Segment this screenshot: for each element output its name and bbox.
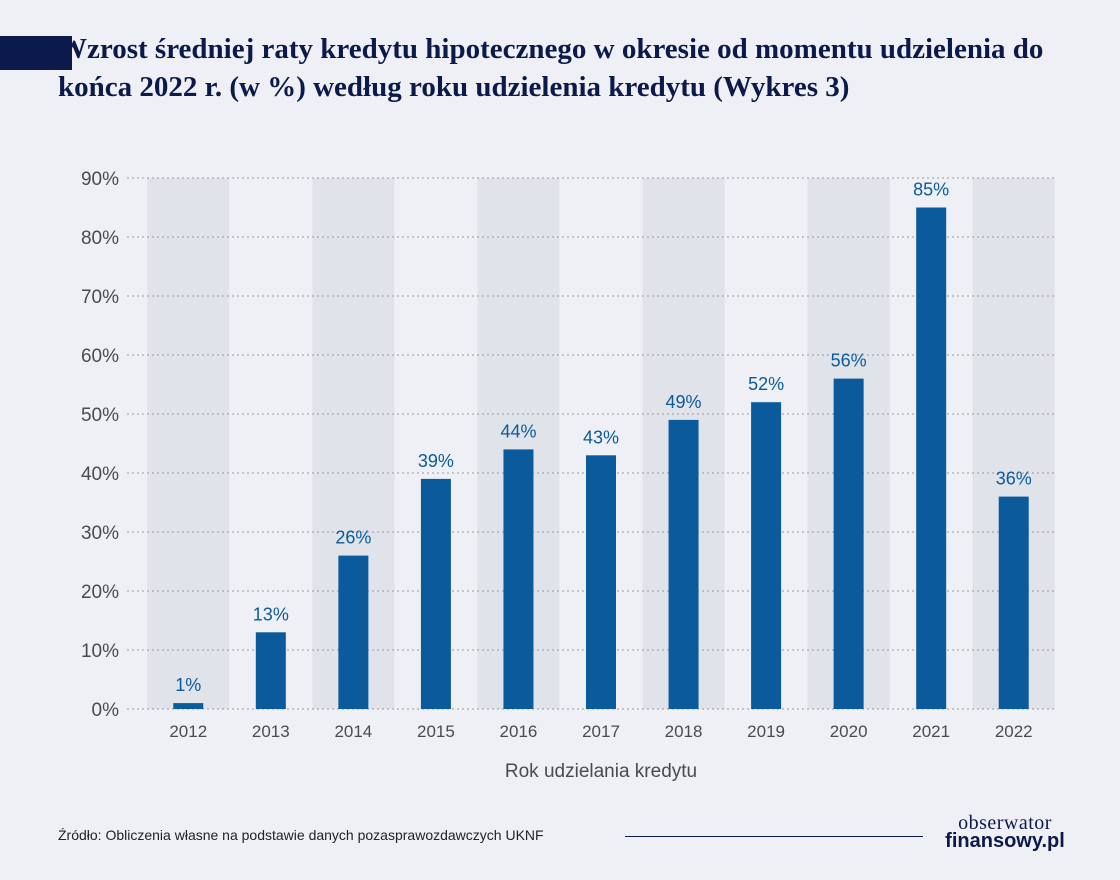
y-tick-label: 50% bbox=[81, 405, 119, 426]
logo-top-text: obserwator bbox=[958, 812, 1052, 834]
x-tick-label-2012: 2012 bbox=[169, 722, 207, 741]
x-tick-label-2022: 2022 bbox=[995, 722, 1033, 741]
x-tick-label-2021: 2021 bbox=[912, 722, 950, 741]
value-label-2017: 43% bbox=[583, 427, 619, 447]
value-label-2012: 1% bbox=[175, 675, 201, 695]
value-label-2018: 49% bbox=[666, 392, 702, 412]
y-tick-label: 70% bbox=[81, 287, 119, 308]
value-label-2020: 56% bbox=[831, 351, 867, 371]
y-tick-label: 80% bbox=[81, 228, 119, 249]
bar-2018 bbox=[668, 419, 699, 709]
bar-2013 bbox=[255, 632, 286, 709]
brand-logo: obserwator finansowy.pl bbox=[930, 812, 1080, 852]
column-band bbox=[147, 178, 230, 709]
x-tick-label-2014: 2014 bbox=[334, 722, 372, 741]
x-tick-label-2017: 2017 bbox=[582, 722, 620, 741]
y-tick-label: 30% bbox=[81, 523, 119, 544]
bar-2014 bbox=[338, 555, 369, 709]
y-tick-label: 40% bbox=[81, 464, 119, 485]
x-tick-label-2020: 2020 bbox=[830, 722, 868, 741]
value-label-2015: 39% bbox=[418, 451, 454, 471]
value-label-2022: 36% bbox=[996, 469, 1032, 489]
x-tick-label-2016: 2016 bbox=[500, 722, 538, 741]
value-label-2016: 44% bbox=[500, 421, 536, 441]
y-tick-label: 20% bbox=[81, 582, 119, 603]
y-tick-label: 60% bbox=[81, 346, 119, 367]
bar-2022 bbox=[998, 496, 1029, 709]
value-label-2019: 52% bbox=[748, 374, 784, 394]
x-tick-label-2013: 2013 bbox=[252, 722, 290, 741]
source-divider bbox=[625, 836, 923, 837]
y-tick-label: 10% bbox=[81, 641, 119, 662]
bar-2015 bbox=[420, 478, 451, 709]
x-tick-label-2018: 2018 bbox=[665, 722, 703, 741]
y-tick-label: 0% bbox=[92, 700, 120, 721]
bar-2021 bbox=[916, 207, 947, 709]
title-accent-bar bbox=[0, 36, 72, 70]
value-label-2013: 13% bbox=[253, 604, 289, 624]
bar-2019 bbox=[751, 402, 782, 709]
x-tick-label-2019: 2019 bbox=[747, 722, 785, 741]
source-note: Źródło: Obliczenia własne na podstawie d… bbox=[58, 827, 544, 843]
bar-2012 bbox=[173, 703, 204, 709]
x-axis-ticks: 2012 2013 2014 2015 2016 2017 2018 2019 2020 2021… bbox=[169, 722, 1032, 741]
x-axis-title: Rok udzielania kredytu bbox=[505, 761, 697, 782]
logo-bottom-text: finansowy.pl bbox=[945, 830, 1065, 852]
value-label-2021: 85% bbox=[913, 180, 949, 200]
bar-2016 bbox=[503, 449, 534, 709]
bars bbox=[173, 207, 1029, 709]
bar-chart: 0% 10% 20% 30% 40% 50% 60% 70% 80% 90% 1% 13% 26% 39… bbox=[81, 169, 1055, 782]
y-tick-label: 90% bbox=[81, 169, 119, 190]
bar-2020 bbox=[833, 378, 864, 709]
value-labels: 1% 13% 26% 39% 44% 43% 49% 52% 56% 85% 36% bbox=[175, 180, 1031, 696]
y-axis-ticks: 0% 10% 20% 30% 40% 50% 60% 70% 80% 90% bbox=[81, 169, 119, 721]
chart-title: Wzrost średniej raty kredytu hipoteczneg… bbox=[58, 33, 1044, 103]
bar-2017 bbox=[586, 455, 616, 709]
value-label-2014: 26% bbox=[335, 528, 371, 548]
x-tick-label-2015: 2015 bbox=[417, 722, 455, 741]
